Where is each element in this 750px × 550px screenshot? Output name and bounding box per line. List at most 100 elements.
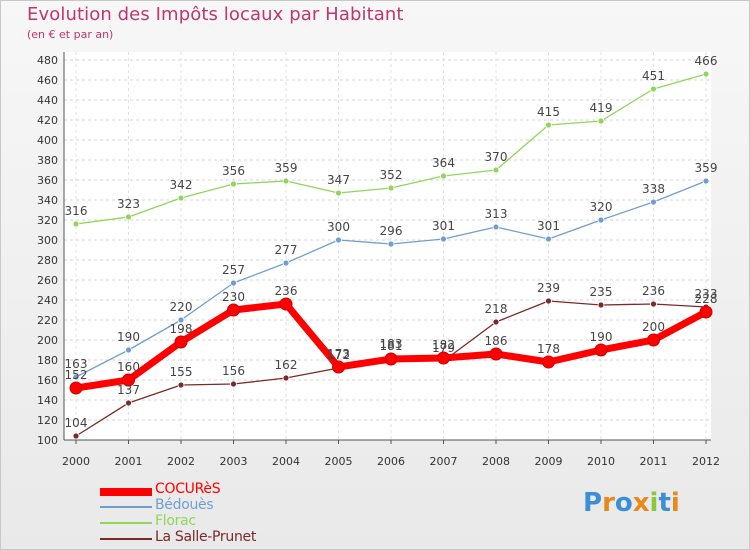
y-tick-label: 300	[37, 234, 58, 247]
data-point	[597, 117, 605, 125]
x-tick-label: 2001	[115, 455, 143, 468]
data-label: 179	[432, 341, 455, 355]
data-point	[387, 184, 395, 192]
data-label: 183	[380, 337, 403, 351]
data-point	[650, 300, 657, 308]
x-tick-label: 2007	[430, 455, 458, 468]
data-point	[332, 360, 345, 374]
logo-letter: P	[583, 488, 603, 518]
y-tick-label: 140	[37, 394, 58, 407]
data-point	[594, 343, 608, 357]
x-tick-label: 2006	[377, 455, 405, 468]
data-point	[440, 172, 447, 180]
data-label: 359	[275, 161, 298, 175]
data-point	[125, 213, 132, 221]
legend-swatch-la-salle-prunet	[100, 538, 152, 540]
data-label: 163	[65, 357, 88, 371]
data-point	[702, 177, 710, 185]
data-point	[702, 70, 710, 78]
data-point	[279, 297, 293, 311]
legend-item-la-salle-prunet: La Salle-Prunet	[100, 529, 300, 546]
logo-letter: o	[614, 488, 633, 518]
data-point	[647, 333, 660, 347]
data-point	[282, 259, 290, 267]
data-point	[177, 381, 185, 389]
data-label: 239	[537, 281, 560, 295]
legend-label-bedoues: Bédouès	[155, 497, 214, 513]
y-tick-label: 380	[37, 154, 58, 167]
data-label: 220	[170, 300, 193, 314]
data-point	[177, 194, 185, 202]
legend-swatch-bedoues	[100, 506, 152, 508]
data-label: 218	[485, 302, 508, 316]
data-label: 178	[537, 342, 560, 356]
data-point	[545, 297, 552, 305]
data-point	[282, 177, 290, 185]
data-point	[597, 216, 605, 224]
data-label: 338	[642, 182, 665, 196]
data-point	[387, 240, 395, 248]
data-label: 320	[590, 200, 613, 214]
y-tick-label: 480	[37, 54, 58, 67]
data-point	[597, 301, 605, 309]
data-label: 137	[117, 383, 140, 397]
y-tick-label: 260	[37, 274, 58, 287]
data-point	[227, 303, 240, 317]
y-tick-label: 180	[37, 354, 58, 367]
logo-letter: r	[602, 488, 615, 518]
data-point	[650, 198, 657, 206]
data-point	[122, 373, 135, 387]
data-label: 152	[65, 368, 88, 382]
data-label: 257	[222, 263, 245, 277]
y-tick-label: 460	[37, 74, 58, 87]
legend-label-florac: Florac	[155, 513, 196, 529]
data-label: 181	[380, 339, 403, 353]
data-point	[72, 432, 80, 440]
data-point	[492, 223, 500, 231]
data-point	[174, 335, 188, 349]
data-label: 236	[642, 284, 665, 298]
data-point	[335, 236, 342, 244]
data-label: 236	[275, 284, 298, 298]
data-label: 156	[222, 364, 245, 378]
data-label: 173	[327, 347, 350, 361]
data-label: 230	[222, 290, 245, 304]
logo-letter: x	[632, 488, 650, 518]
data-label: 172	[327, 348, 350, 362]
data-label: 370	[485, 150, 508, 164]
y-tick-label: 320	[37, 214, 58, 227]
data-point	[492, 166, 500, 174]
data-point	[125, 399, 132, 407]
y-tick-label: 220	[37, 314, 58, 327]
legend-item-cocures: COCURèS	[100, 481, 300, 498]
data-label: 359	[695, 161, 718, 175]
data-point	[699, 305, 713, 319]
y-tick-label: 120	[37, 414, 58, 427]
y-tick-label: 280	[37, 254, 58, 267]
x-tick-label: 2005	[325, 455, 353, 468]
y-tick-label: 420	[37, 114, 58, 127]
data-label: 104	[65, 416, 88, 430]
data-label: 316	[65, 204, 88, 218]
logo-letter: i	[670, 488, 680, 518]
data-label: 301	[537, 219, 560, 233]
data-point	[492, 318, 500, 326]
y-tick-label: 160	[37, 374, 58, 387]
data-point	[542, 355, 555, 369]
data-point	[489, 347, 503, 361]
data-label: 296	[380, 224, 403, 238]
proxiti-logo: Proxiti	[583, 488, 680, 518]
data-point	[437, 351, 450, 365]
legend-label-la-salle-prunet: La Salle-Prunet	[155, 529, 257, 545]
data-label: 356	[222, 164, 245, 178]
x-tick-label: 2009	[535, 455, 563, 468]
x-tick-label: 2010	[587, 455, 615, 468]
data-label: 277	[275, 243, 298, 257]
data-point	[230, 279, 237, 287]
x-tick-label: 2004	[272, 455, 300, 468]
data-point	[440, 235, 447, 243]
data-label: 364	[432, 156, 455, 170]
data-label: 300	[327, 220, 350, 234]
data-label: 186	[485, 334, 508, 348]
